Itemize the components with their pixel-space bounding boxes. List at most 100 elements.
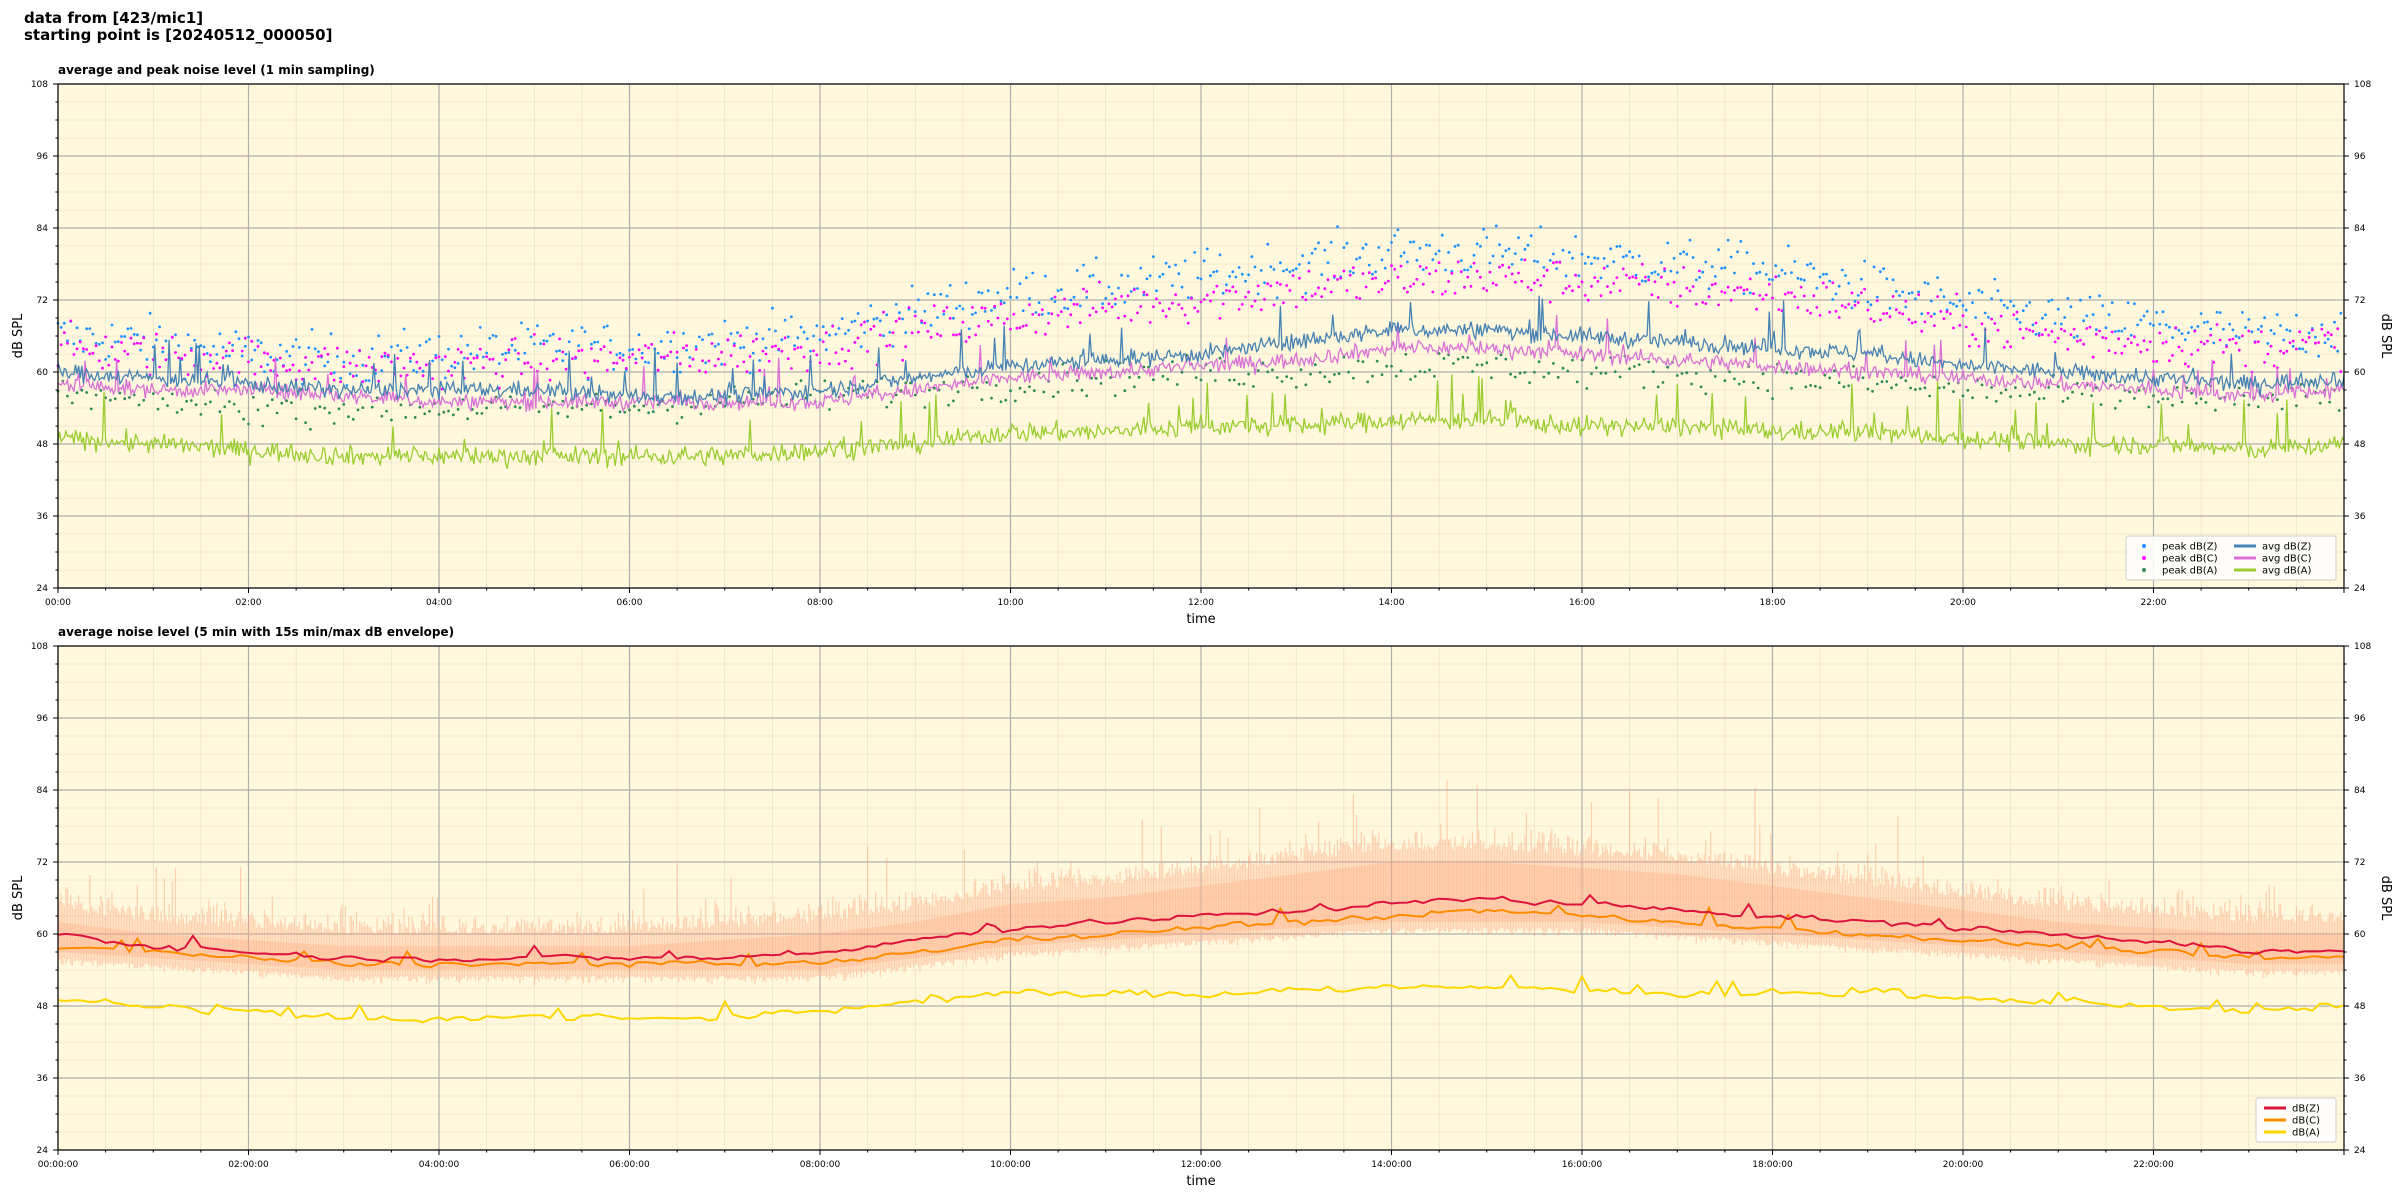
p0-peak-point (1745, 288, 1749, 291)
p0-peak-point (1821, 281, 1825, 285)
p0-peak-point (1425, 243, 1428, 247)
p0-peak-point (736, 364, 739, 368)
p0-peak-point (526, 327, 530, 331)
p0-peak-point (790, 315, 793, 319)
p1-ytick-label-left: 24 (37, 1146, 49, 1156)
p0-peak-point (59, 326, 63, 329)
p0-peak-point (1113, 302, 1117, 306)
p0-peak-point (644, 360, 647, 364)
p0-peak-point (1552, 252, 1555, 256)
p0-peak-point (2015, 317, 2019, 321)
p0-peak-point (266, 352, 269, 356)
p0-peak-point (109, 398, 112, 402)
p0-ytick-label-right: 84 (2354, 224, 2366, 234)
p0-peak-point (2196, 325, 2200, 328)
p0-peak-point (1980, 322, 1984, 326)
p0-peak-point (2152, 360, 2155, 363)
p0-peak-point (824, 331, 828, 335)
p0-peak-point (2222, 350, 2225, 354)
p0-peak-point (110, 345, 114, 349)
p0-peak-point (1431, 258, 1435, 261)
p0-peak-point (269, 369, 273, 372)
p0-peak-point (2033, 390, 2036, 394)
p0-peak-point (1091, 273, 1095, 277)
p0-peak-point (2072, 336, 2076, 339)
p0-peak-point (1955, 304, 1959, 308)
p0-peak-point (113, 340, 117, 344)
p0-peak-point (2304, 350, 2308, 354)
p0-peak-point (1085, 290, 1089, 293)
p0-peak-point (129, 327, 133, 330)
p0-peak-point (2183, 362, 2187, 366)
p0-peak-point (1367, 271, 1371, 274)
p0-peak-point (1723, 266, 1727, 270)
p0-peak-point (1644, 275, 1647, 279)
p0-peak-point (783, 336, 787, 340)
p0-peak-point (2318, 401, 2322, 405)
p1-xtick-label: 16:00:00 (1562, 1160, 1603, 1170)
p0-peak-point (1650, 271, 1654, 275)
p0-ytick-label-right: 60 (2354, 368, 2366, 378)
p0-peak-point (1174, 293, 1177, 297)
p0-peak-point (1806, 309, 1809, 312)
p0-peak-point (1466, 275, 1470, 279)
p0-peak-point (1412, 282, 1416, 286)
p0-peak-point (793, 347, 796, 351)
p0-peak-point (2301, 338, 2305, 342)
p0-peak-point (1909, 386, 1912, 390)
p0-peak-point (1088, 274, 1092, 278)
p0-peak-point (1707, 295, 1711, 298)
p0-peak-point (320, 354, 323, 358)
p0-peak-point (1313, 247, 1317, 251)
p0-peak-point (945, 294, 949, 298)
p0-peak-point (717, 342, 720, 346)
p0-peak-point (593, 359, 596, 363)
p0-peak-point (774, 344, 777, 348)
p0-peak-point (537, 410, 541, 413)
p0-peak-point (853, 341, 857, 344)
p0-peak-point (929, 323, 933, 327)
p0-peak-point (1244, 295, 1247, 299)
p0-peak-point (669, 350, 673, 354)
p0-peak-point (999, 400, 1003, 404)
p0-peak-point (799, 379, 803, 383)
p0-peak-point (275, 358, 279, 362)
p0-peak-point (1852, 364, 1855, 368)
p0-peak-point (844, 359, 847, 363)
p0-peak-point (243, 336, 247, 340)
p0-peak-point (2056, 336, 2060, 340)
p0-peak-point (180, 357, 184, 360)
p1-envelope-band (58, 862, 2344, 970)
p0-peak-point (952, 316, 955, 320)
p0-peak-point (1752, 381, 1755, 384)
p0-peak-point (513, 405, 517, 408)
p0-peak-point (2133, 335, 2136, 339)
p0-peak-point (1459, 259, 1463, 262)
p0-peak-point (2002, 303, 2006, 307)
p0-peak-point (332, 371, 336, 375)
p0-peak-point (1907, 292, 1911, 295)
p0-peak-point (94, 344, 98, 348)
p0-peak-point (840, 317, 844, 320)
p0-peak-point (1844, 306, 1847, 309)
p0-peak-point (337, 407, 341, 411)
p0-peak-point (1996, 289, 2000, 293)
p0-peak-point (1942, 386, 1946, 389)
p0-peak-point (1879, 270, 1882, 274)
p0-peak-point (1523, 247, 1527, 251)
p0-peak-point (424, 363, 428, 367)
p0-peak-point (2275, 366, 2279, 370)
p0-peak-point (818, 338, 822, 342)
p0-peak-point (97, 359, 101, 363)
p0-peak-point (2094, 332, 2098, 336)
p0-peak-point (1520, 279, 1524, 283)
p0-peak-point (1691, 285, 1695, 288)
p0-peak-point (856, 312, 860, 315)
p0-peak-point (494, 372, 498, 375)
p0-peak-point (898, 317, 901, 320)
p0-peak-point (142, 336, 146, 340)
p0-peak-point (1040, 313, 1044, 316)
p0-peak-point (1691, 256, 1695, 259)
p0-peak-point (478, 347, 482, 351)
p0-peak-point (1347, 370, 1350, 374)
